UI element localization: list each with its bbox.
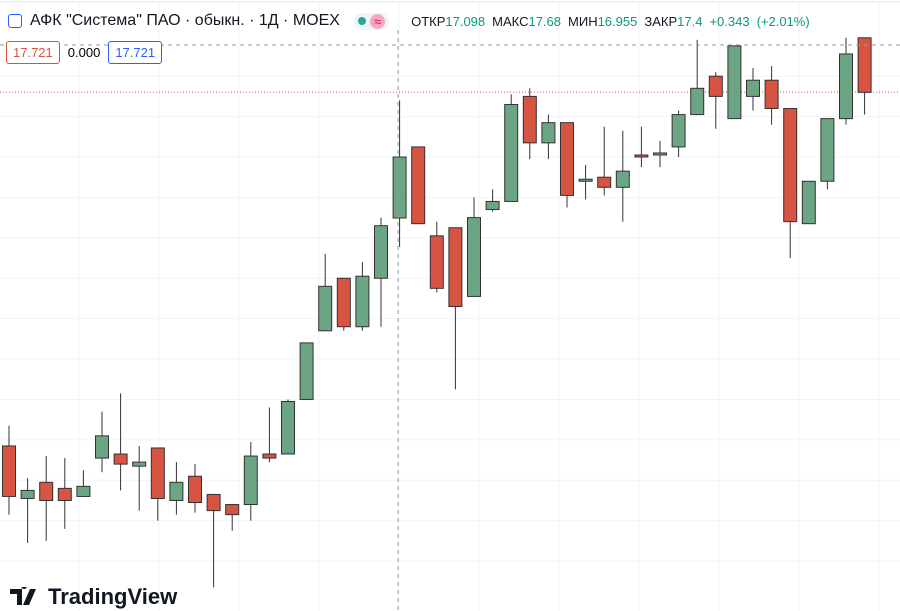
logo-text: TradingView: [48, 584, 178, 609]
vertical-grid: [0, 4, 900, 611]
candle-body: [76, 485, 91, 497]
candle-body: [746, 79, 760, 97]
candle-body: [783, 108, 798, 223]
candle-body: [113, 453, 128, 465]
sell-price[interactable]: 17.721: [6, 41, 60, 64]
candle-body: [671, 114, 686, 148]
ohlc-label: МАКС: [492, 13, 529, 29]
candle-body: [374, 225, 388, 279]
ohlc: ОТКР17.098 МАКС17.68 МИН16.955 ЗАКР17.4 +0.3…: [411, 14, 810, 29]
candle-body: [281, 400, 295, 455]
candle-body: [318, 285, 333, 332]
candle-body: [448, 227, 463, 308]
candle-body: [188, 475, 202, 504]
candle-body: [634, 154, 649, 158]
market-dot: [357, 17, 366, 25]
candle-body: [411, 146, 426, 225]
ohlc-item: ОТКР17.098: [411, 14, 485, 29]
candle-body: [727, 45, 742, 120]
legend: АФК "Система" ПАО · обыкн. · 1Д · MOEX ≈…: [8, 12, 810, 30]
candle-body: [615, 170, 630, 188]
candle-body: [801, 180, 816, 225]
ohlc-item: МИН16.955: [568, 14, 637, 29]
candle-body: [597, 176, 612, 188]
ohlc-value: 17.68: [528, 13, 562, 29]
candle-body: [653, 152, 667, 156]
candle-body: [132, 461, 147, 467]
candle-body: [262, 453, 277, 459]
candle-body: [243, 455, 258, 506]
quote: 17.721 0.000 17.721: [6, 41, 163, 64]
candle-body: [169, 481, 184, 501]
candle-body: [764, 79, 779, 110]
logo-icon: [10, 587, 36, 605]
candle-body: [336, 277, 351, 328]
candle-body: [429, 235, 444, 289]
change-percent: (+2.01%): [756, 13, 810, 29]
candle-body: [820, 118, 835, 182]
ohlc-label: ОТКР: [411, 13, 446, 29]
logo[interactable]: TradingView: [10, 584, 177, 610]
ohlc-value: 17.098: [445, 13, 486, 29]
candle-body: [95, 435, 109, 459]
ohlc-label: ЗАКР: [644, 13, 678, 29]
candle-body: [355, 275, 370, 328]
candle-body: [206, 493, 221, 512]
symbol-icon: [8, 14, 22, 28]
ohlc-value: 17.4: [677, 13, 703, 29]
candle-body: [690, 87, 705, 116]
spread: 0.000: [67, 45, 101, 60]
candle-body: [485, 200, 500, 211]
candle-body: [708, 75, 723, 97]
candle-body: [560, 122, 574, 196]
candle-body: [299, 342, 314, 400]
candle-body: [504, 103, 519, 202]
candle-body: [225, 504, 240, 516]
candle-body: [839, 53, 853, 120]
candle-body: [522, 95, 537, 144]
candle-body: [57, 487, 72, 501]
ohlc-value: 16.955: [597, 13, 638, 29]
candle-body: [578, 178, 593, 182]
symbol-title[interactable]: АФК "Система" ПАО · обыкн. · 1Д · MOEX: [30, 12, 340, 29]
candle-body: [39, 481, 54, 501]
plot: [2, 37, 872, 588]
candle-body: [392, 156, 407, 219]
candle-body: [857, 37, 872, 93]
status: ≈: [353, 12, 390, 30]
candle-body: [150, 447, 165, 499]
candle-body: [467, 217, 481, 297]
change: +0.343: [709, 13, 750, 29]
ohlc-item: МАКС17.68: [492, 14, 561, 29]
ohlc-item: ЗАКР17.4: [644, 14, 702, 29]
candle-body: [2, 445, 16, 497]
candle-body: [20, 489, 35, 499]
ohlc-label: МИН: [568, 13, 598, 29]
candle-body: [541, 122, 556, 144]
buy-price[interactable]: 17.721: [108, 41, 163, 64]
delay-badge: ≈: [369, 13, 386, 29]
